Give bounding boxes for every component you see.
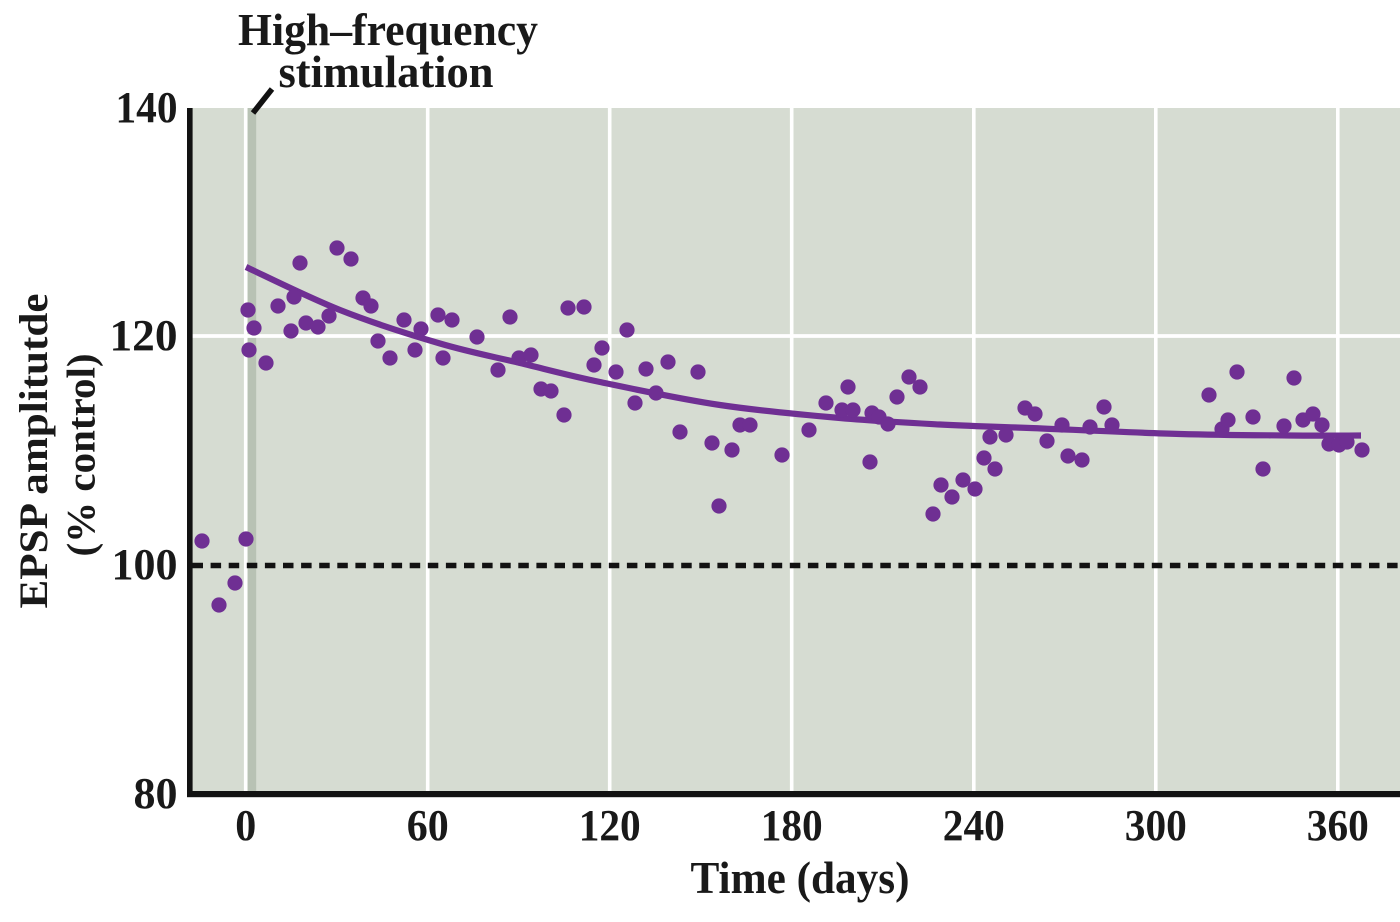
svg-text:High–frequency: High–frequency bbox=[238, 4, 538, 55]
svg-text:140: 140 bbox=[116, 83, 178, 132]
svg-text:Time (days): Time (days) bbox=[691, 852, 910, 903]
svg-text:360: 360 bbox=[1307, 801, 1369, 850]
svg-text:180: 180 bbox=[761, 801, 823, 850]
svg-text:(% control): (% control) bbox=[59, 354, 104, 557]
svg-text:300: 300 bbox=[1125, 801, 1187, 850]
svg-text:120: 120 bbox=[579, 801, 641, 850]
svg-text:120: 120 bbox=[110, 311, 178, 360]
svg-text:240: 240 bbox=[943, 801, 1005, 850]
svg-text:100: 100 bbox=[112, 540, 178, 589]
svg-text:stimulation: stimulation bbox=[279, 46, 494, 97]
svg-text:EPSP amplitutde: EPSP amplitutde bbox=[11, 294, 56, 609]
svg-text:80: 80 bbox=[134, 769, 178, 818]
svg-text:0: 0 bbox=[235, 801, 256, 850]
svg-text:60: 60 bbox=[407, 801, 449, 850]
